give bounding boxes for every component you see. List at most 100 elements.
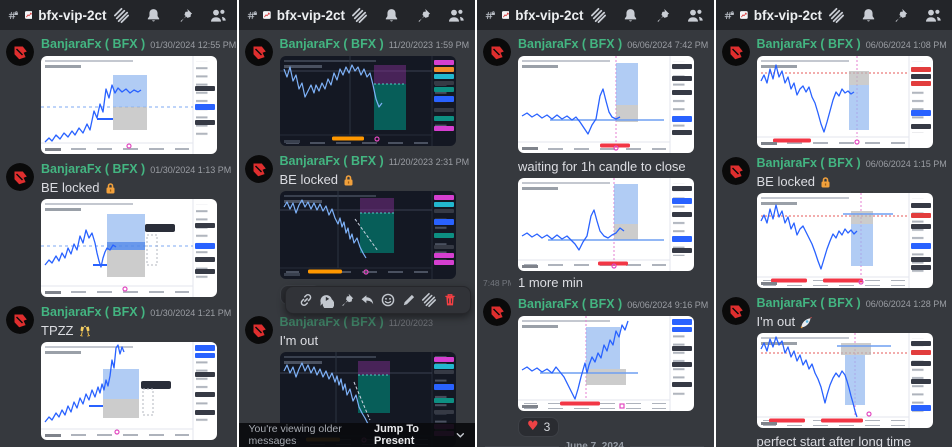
rocket-emoji-icon [800,316,812,328]
hash-lock-icon [724,10,734,19]
avatar[interactable] [721,38,750,66]
message: BanjaraFx ( BFX ) 01/30/2024 1:13 PM BE … [6,162,231,297]
message-timestamp: 11/20/2023 2:31 PM [388,157,470,167]
message-text: I'm out [279,332,319,348]
avatar[interactable] [721,297,750,325]
channel-header: bfx-vip-2ct [238,0,475,30]
message-author[interactable]: BanjaraFx ( BFX ) [756,37,861,51]
channel-name: bfx-vip-2ct [276,7,345,23]
pin-icon[interactable] [177,7,194,24]
members-icon[interactable] [686,7,704,24]
reply-icon[interactable] [359,292,375,308]
discord-panel-3: bfx-vip-2ct BanjaraFx ( BFX ) 06/06/2024… [477,0,714,447]
jump-to-present-button[interactable]: Jump To Present [374,423,465,447]
message: BanjaraFx ( BFX ) 06/06/2024 7:42 PM [483,37,709,271]
chart-attachment[interactable] [41,199,217,297]
chart-attachment[interactable] [756,56,933,148]
members-icon[interactable] [209,7,227,24]
message: 7:48 PM 1 more min [483,275,706,291]
message-author[interactable]: BanjaraFx ( BFX ) [279,37,384,51]
message-content: BanjaraFx ( BFX ) 06/06/2024 1:08 PM [756,37,947,148]
header-actions [113,7,227,24]
message-author[interactable]: BanjaraFx ( BFX ) [41,162,146,176]
message-timestamp: 06/06/2024 7:42 PM [627,40,709,50]
pin-icon[interactable] [339,292,355,308]
chart-attachment[interactable] [41,56,217,154]
gutter-timestamp: 7:48 PM [483,278,511,288]
pin-icon[interactable] [415,7,432,24]
chart-attachment[interactable] [756,333,933,428]
avatar[interactable] [244,155,273,183]
chart-attachment[interactable] [518,316,694,411]
chart-increasing-emoji [24,11,33,19]
older-messages-text: You're viewing older messages [248,423,342,447]
message-header: BanjaraFx ( BFX ) 06/06/2024 1:08 PM [756,37,947,53]
discord-panel-1: bfx-vip-2ct BanjaraFx ( BFX ) 01/30/2024… [0,0,237,447]
notification-bell-icon[interactable] [383,7,400,24]
threads-icon[interactable] [828,7,845,24]
message-author[interactable]: BanjaraFx ( BFX ) [279,314,384,329]
chart-attachment[interactable] [518,56,694,153]
chart-increasing-emoji [740,11,748,19]
chart-attachment[interactable] [518,178,694,271]
hash-lock-icon [247,10,257,19]
avatar[interactable] [6,306,34,334]
chart-attachment[interactable] [756,193,933,288]
avatar[interactable] [244,315,273,344]
notification-bell-icon[interactable] [860,7,877,24]
message-header: BanjaraFx ( BFX ) 01/30/2024 1:21 PM [41,305,232,321]
delete-icon[interactable] [442,292,458,308]
message-text: I'm out [757,314,945,330]
message-timestamp: 06/06/2024 1:08 PM [865,40,947,50]
notification-bell-icon[interactable] [622,7,639,24]
threads-icon[interactable] [351,7,368,24]
threads-icon[interactable] [421,292,437,308]
message-content: BanjaraFx ( BFX ) 01/30/2024 12:55 PM [41,37,236,154]
message-content: BanjaraFx ( BFX ) 06/06/2024 9:16 PM [518,297,708,437]
chart-attachment[interactable] [41,342,217,440]
threads-icon[interactable] [113,7,130,24]
avatar[interactable] [721,157,750,185]
avatar[interactable] [483,298,511,326]
avatar[interactable] [6,163,34,191]
message-timestamp: 01/30/2024 1:21 PM [150,308,232,318]
chart-attachment[interactable] [279,56,456,146]
copy-link-icon[interactable] [298,292,314,308]
date-divider: June 7, 2024 [485,441,704,447]
message-author[interactable]: BanjaraFx ( BFX ) [518,297,623,311]
notification-bell-icon[interactable] [145,7,162,24]
message: BanjaraFx ( BFX ) 01/30/2024 12:55 PM [6,37,236,154]
members-icon[interactable] [447,7,465,24]
reaction-pill[interactable]: ♥ 3 [518,417,560,437]
add-reaction-icon[interactable] [380,292,396,308]
date-divider-label: June 7, 2024 [564,441,624,447]
message-author[interactable]: BanjaraFx ( BFX ) [41,37,146,51]
channel-name: bfx-vip-2ct [753,7,822,23]
edit-icon[interactable] [401,292,417,308]
message-author[interactable]: BanjaraFx ( BFX ) [518,37,623,51]
message-text: BE locked [280,172,468,188]
threads-icon[interactable] [590,7,607,24]
members-icon[interactable] [924,7,942,24]
message-timestamp: 06/06/2024 1:15 PM [865,159,947,169]
message-header: BanjaraFx ( BFX ) 06/06/2024 1:28 PM [756,296,947,312]
hash-lock-icon [485,10,495,19]
message-author[interactable]: BanjaraFx ( BFX ) [756,156,861,170]
message-text: BE locked [757,174,945,190]
chart-attachment[interactable] [279,191,456,279]
pin-icon[interactable] [892,7,909,24]
forward-icon[interactable] [318,292,335,308]
avatar[interactable] [244,38,273,66]
message-content: BanjaraFx ( BFX ) 11/20/2023 2:31 PM BE … [279,154,470,307]
pin-icon[interactable] [654,7,671,24]
message-author[interactable]: BanjaraFx ( BFX ) [41,305,146,319]
older-messages-banner: You're viewing older messages Jump To Pr… [238,423,475,447]
message-author[interactable]: BanjaraFx ( BFX ) [279,154,384,168]
lock-emoji-icon [106,182,115,193]
message-header: BanjaraFx ( BFX ) 06/06/2024 7:42 PM [518,37,709,53]
message-timestamp: 06/06/2024 1:28 PM [865,299,947,309]
avatar[interactable] [483,38,511,66]
avatar[interactable] [6,38,34,66]
chart-increasing-emoji [501,11,510,19]
message-author[interactable]: BanjaraFx ( BFX ) [756,296,861,310]
